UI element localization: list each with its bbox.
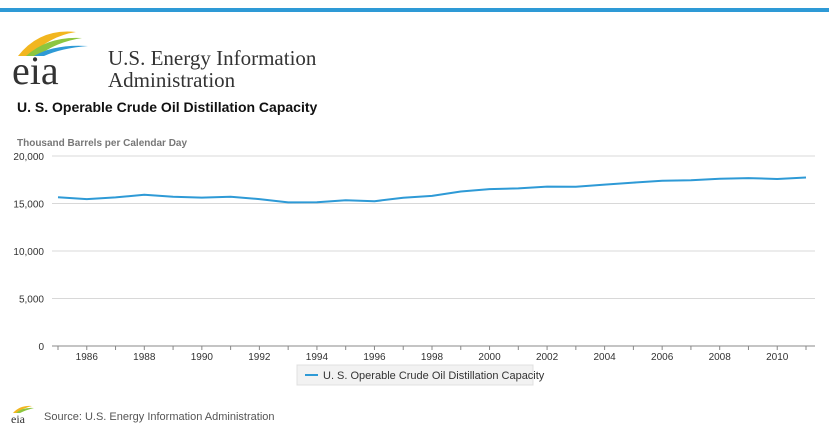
- footer-logo: eia: [10, 404, 42, 429]
- eia-logo-icon: eia: [12, 31, 88, 93]
- series-line[interactable]: [57, 176, 807, 204]
- logo-wordmark: eia: [12, 48, 59, 88]
- footer-logo-wordmark: eia: [11, 412, 26, 424]
- source-note: Source: U.S. Energy Information Administ…: [44, 411, 275, 423]
- agency-name: U.S. Energy Information Administration: [108, 47, 316, 91]
- legend-box: [296, 364, 534, 386]
- y-tick-label: 5,000: [19, 295, 44, 306]
- y-axis-ticks: 0 5,000 10,000 15,000 20,000: [13, 152, 44, 353]
- y-tick-label: 0: [38, 342, 44, 353]
- gridlines: [52, 155, 815, 347]
- x-tick-label: 1998: [421, 352, 444, 363]
- x-tick-label: 1994: [306, 352, 329, 363]
- x-tick-label: 2002: [536, 352, 559, 363]
- legend-item-label: U. S. Operable Crude Oil Distillation Ca…: [323, 370, 545, 382]
- y-tick-label: 15,000: [13, 200, 44, 211]
- eia-small-logo-icon: eia: [11, 405, 34, 426]
- x-axis-ticks: 1986 1988 1990 1992 1994 1996 1998 2000 2002 2004…: [57, 346, 807, 363]
- x-tick-label: 2000: [478, 352, 501, 363]
- y-axis-label: Thousand Barrels per Calendar Day: [17, 138, 187, 149]
- x-tick-label: 2008: [709, 352, 732, 363]
- chart-title: U. S. Operable Crude Oil Distillation Ca…: [17, 99, 318, 115]
- agency-name-line1: U.S. Energy Information: [108, 46, 317, 70]
- x-tick-label: 1986: [76, 352, 99, 363]
- x-tick-label: 2006: [651, 352, 674, 363]
- series-group: [57, 176, 807, 204]
- top-accent-bar: [0, 8, 829, 12]
- eia-logo: eia: [10, 26, 105, 93]
- x-tick-label: 1992: [248, 352, 271, 363]
- y-tick-label: 10,000: [13, 247, 44, 258]
- x-tick-label: 2004: [593, 352, 616, 363]
- y-tick-label: 20,000: [13, 152, 44, 163]
- agency-name-line2: Administration: [108, 68, 236, 92]
- x-tick-label: 1990: [191, 352, 214, 363]
- x-tick-label: 1996: [363, 352, 386, 363]
- x-tick-label: 1988: [133, 352, 156, 363]
- legend[interactable]: U. S. Operable Crude Oil Distillation Ca…: [296, 364, 545, 386]
- x-tick-label: 2010: [766, 352, 789, 363]
